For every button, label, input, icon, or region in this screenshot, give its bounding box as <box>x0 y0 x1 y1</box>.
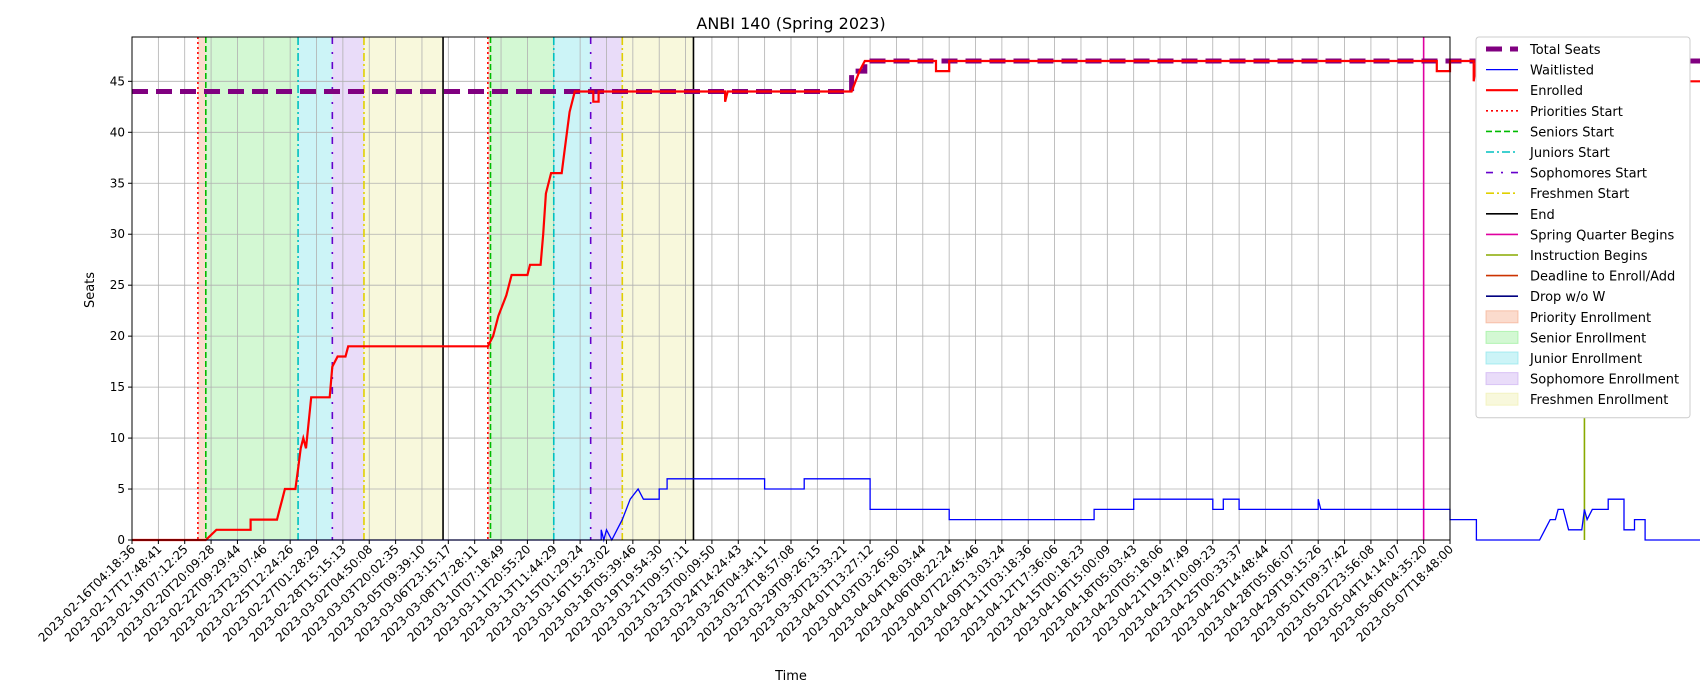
legend-swatch <box>1485 330 1519 344</box>
shaded-region-priority-enrollment-0 <box>197 37 206 540</box>
legend-swatch <box>1485 351 1519 365</box>
legend-label: Drop w/o W <box>1530 290 1606 305</box>
legend-label: Deadline to Enroll/Add <box>1530 270 1675 285</box>
x-axis-label: Time <box>774 669 807 684</box>
shaded-region-freshmen-enrollment-0 <box>363 37 444 540</box>
y-tick-label: 45 <box>110 74 125 88</box>
legend-label: End <box>1530 208 1555 223</box>
y-tick-label: 40 <box>110 125 125 139</box>
legend-label: Total Seats <box>1529 43 1601 58</box>
y-tick-label: 25 <box>110 278 125 292</box>
legend-label: Priorities Start <box>1530 105 1623 120</box>
legend-label: Priority Enrollment <box>1530 311 1651 326</box>
y-tick-label: 30 <box>110 227 125 241</box>
legend-swatch <box>1485 372 1519 386</box>
chart-title: ANBI 140 (Spring 2023) <box>696 14 885 33</box>
shaded-region-priority-enrollment-1 <box>487 37 491 540</box>
legend-label: Freshmen Enrollment <box>1530 393 1668 408</box>
shaded-region-senior-enrollment-1 <box>490 37 554 540</box>
series-line-enrolled <box>132 59 1700 542</box>
shaded-regions <box>197 37 694 540</box>
y-tick-label: 20 <box>110 329 125 343</box>
y-tick-label: 0 <box>117 533 125 547</box>
legend-label: Instruction Begins <box>1530 249 1648 264</box>
y-tick-label: 10 <box>110 431 125 445</box>
legend-swatch <box>1485 310 1519 324</box>
legend-label: Spring Quarter Begins <box>1530 228 1674 243</box>
shaded-region-junior-enrollment-0 <box>298 37 333 540</box>
legend-box <box>1475 36 1691 419</box>
legend-label: Freshmen Start <box>1530 187 1629 202</box>
legend-label: Waitlisted <box>1530 64 1594 79</box>
legend-label: Seniors Start <box>1530 125 1614 140</box>
legend: Total Seats Waitlisted Enrolled Priorities … <box>1475 36 1691 419</box>
shaded-region-senior-enrollment-0 <box>205 37 299 540</box>
y-ticks: 0 5 10 15 20 25 30 35 40 45 <box>110 74 132 547</box>
x-ticks: 2023-02-16T04:18:362023-02-17T17:48:4120… <box>36 540 1456 645</box>
series-line-waitlisted <box>132 478 1700 543</box>
y-tick-label: 5 <box>117 482 125 496</box>
y-axis-label: Seats <box>83 272 98 308</box>
legend-label: Senior Enrollment <box>1530 331 1646 346</box>
shaded-region-freshmen-enrollment-1 <box>622 37 694 540</box>
event-lines <box>197 37 1586 540</box>
legend-label: Enrolled <box>1530 84 1583 99</box>
y-tick-label: 15 <box>110 380 125 394</box>
legend-swatch <box>1485 392 1519 406</box>
shaded-region-junior-enrollment-1 <box>553 37 591 540</box>
legend-label: Sophomores Start <box>1530 167 1647 182</box>
series-lines <box>132 58 1700 543</box>
shaded-region-sophomore-enrollment-0 <box>332 37 364 540</box>
legend-label: Sophomore Enrollment <box>1530 373 1679 388</box>
legend-label: Juniors Start <box>1529 146 1610 161</box>
grid <box>131 37 1451 541</box>
y-tick-label: 35 <box>110 176 125 190</box>
legend-label: Junior Enrollment <box>1529 352 1642 367</box>
